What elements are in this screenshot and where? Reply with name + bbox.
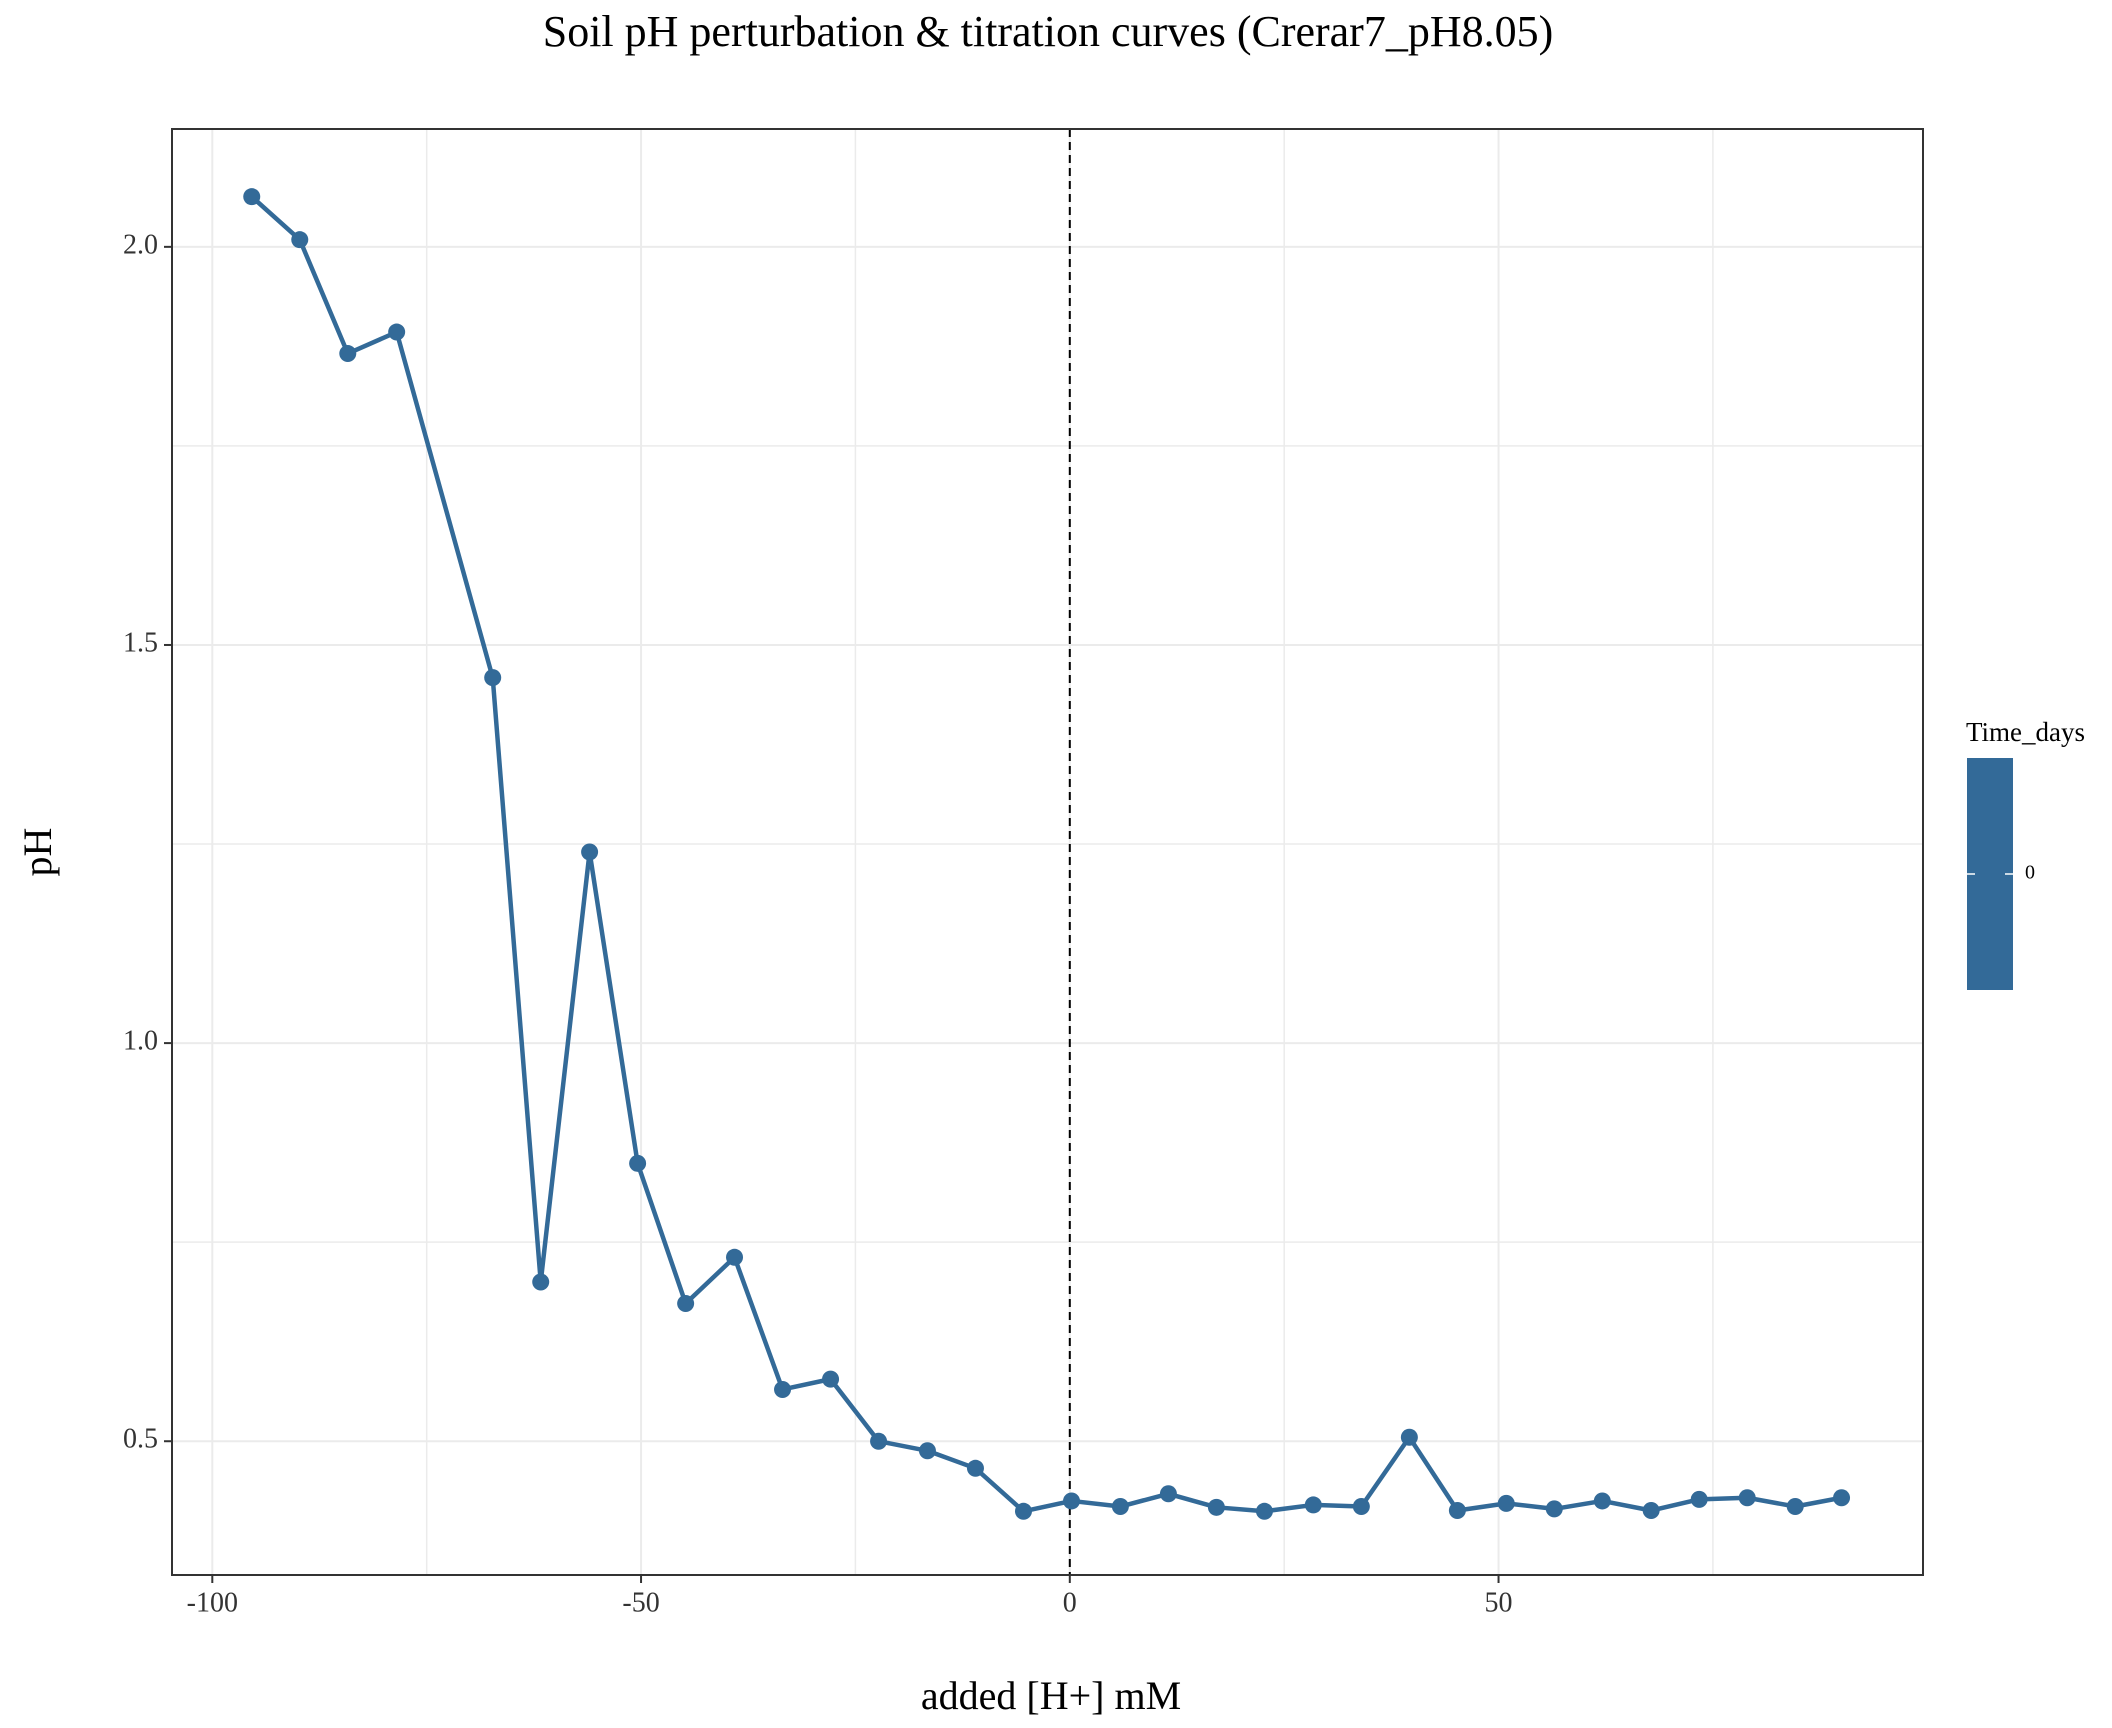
data-point: [1786, 1498, 1804, 1516]
data-point: [1690, 1490, 1708, 1508]
x-axis-title: added [H+] mM: [921, 1673, 1181, 1718]
data-point: [822, 1370, 840, 1388]
data-point: [581, 843, 599, 861]
data-point: [1063, 1492, 1081, 1510]
data-point: [1593, 1492, 1611, 1510]
data-point: [1738, 1489, 1756, 1507]
data-point: [1255, 1502, 1273, 1520]
data-point: [1400, 1428, 1418, 1446]
data-point: [388, 323, 406, 341]
y-tick-label: 1.5: [123, 627, 158, 658]
data-point: [1207, 1498, 1225, 1516]
data-point: [870, 1432, 888, 1450]
data-point: [1833, 1489, 1851, 1507]
data-point: [1497, 1494, 1515, 1512]
data-point: [918, 1442, 936, 1460]
x-tick-label: -50: [622, 1587, 659, 1618]
data-point: [629, 1154, 647, 1172]
data-point: [1304, 1496, 1322, 1514]
data-point: [1014, 1502, 1032, 1520]
data-point: [532, 1273, 550, 1291]
data-point: [484, 669, 502, 687]
data-point: [1642, 1502, 1660, 1520]
data-point: [966, 1459, 984, 1477]
data-point: [1352, 1498, 1370, 1516]
y-axis-title: pH: [15, 828, 60, 877]
legend-tick-label: 0: [2025, 862, 2035, 884]
x-tick-label: -100: [187, 1587, 238, 1618]
data-point: [291, 231, 309, 249]
data-point: [1111, 1498, 1129, 1516]
chart-title: Soil pH perturbation & titration curves …: [543, 7, 1554, 56]
data-point: [1159, 1485, 1177, 1503]
y-tick-label: 1.0: [123, 1026, 158, 1057]
y-tick-label: 2.0: [123, 229, 158, 260]
data-point: [1545, 1500, 1563, 1518]
data-point: [243, 188, 261, 206]
data-point: [726, 1248, 744, 1266]
plot-border: [171, 128, 1924, 1576]
x-tick-label: 0: [1063, 1587, 1077, 1618]
x-tick-label: 50: [1485, 1587, 1513, 1618]
y-tick-label: 0.5: [123, 1424, 158, 1455]
data-point: [339, 345, 357, 363]
data-point: [1448, 1502, 1466, 1520]
data-point: [677, 1294, 695, 1312]
legend-title: Time_days: [1966, 717, 2085, 747]
data-point: [774, 1380, 792, 1398]
